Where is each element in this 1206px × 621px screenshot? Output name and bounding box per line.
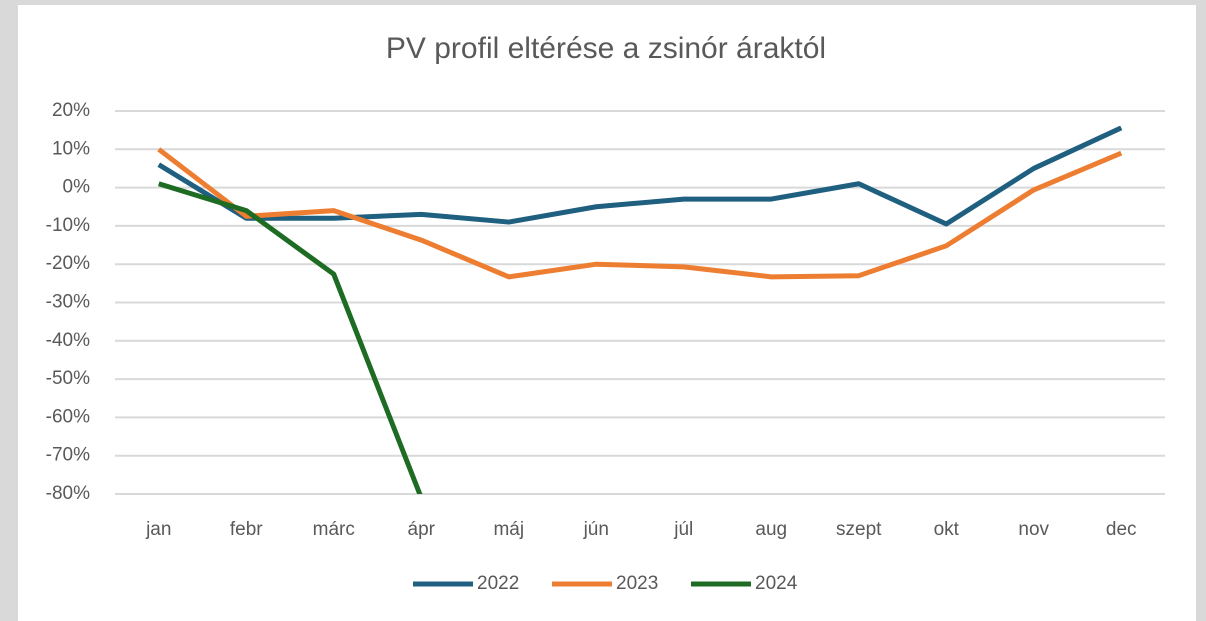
y-tick-label: -70%	[46, 445, 90, 466]
chart-title: PV profil eltérése a zsinór áraktól	[386, 32, 826, 65]
x-tick-label: aug	[755, 519, 787, 540]
y-tick-label: 10%	[52, 138, 90, 159]
legend-label: 2022	[477, 573, 519, 594]
chart-area	[18, 5, 1196, 621]
series-line	[157, 125, 1123, 227]
x-tick-label: nov	[1018, 519, 1049, 540]
y-tick-label: -50%	[46, 368, 90, 389]
series-line	[158, 181, 423, 494]
x-tick-label: jún	[583, 519, 609, 540]
legend-label: 2024	[755, 573, 798, 594]
y-tick-label: -10%	[46, 215, 90, 236]
series-line	[157, 147, 1123, 280]
x-tick-label: szept	[836, 519, 882, 540]
y-tick-label: -60%	[46, 406, 90, 427]
y-tick-label: -30%	[46, 292, 90, 313]
x-tick-label: júl	[673, 519, 693, 540]
x-tick-label: okt	[934, 519, 960, 540]
legend-label: 2023	[616, 573, 658, 594]
y-tick-label: 20%	[52, 100, 90, 121]
y-tick-label: -20%	[46, 253, 90, 274]
x-tick-label: febr	[230, 519, 263, 540]
x-tick-label: ápr	[408, 519, 436, 540]
x-tick-label: dec	[1106, 519, 1137, 540]
y-tick-label: 0%	[63, 177, 91, 198]
x-tick-label: jan	[145, 519, 171, 540]
y-tick-label: -40%	[46, 330, 90, 351]
x-tick-label: márc	[313, 519, 355, 540]
x-tick-label: máj	[493, 519, 524, 540]
y-tick-label: -80%	[46, 483, 90, 504]
